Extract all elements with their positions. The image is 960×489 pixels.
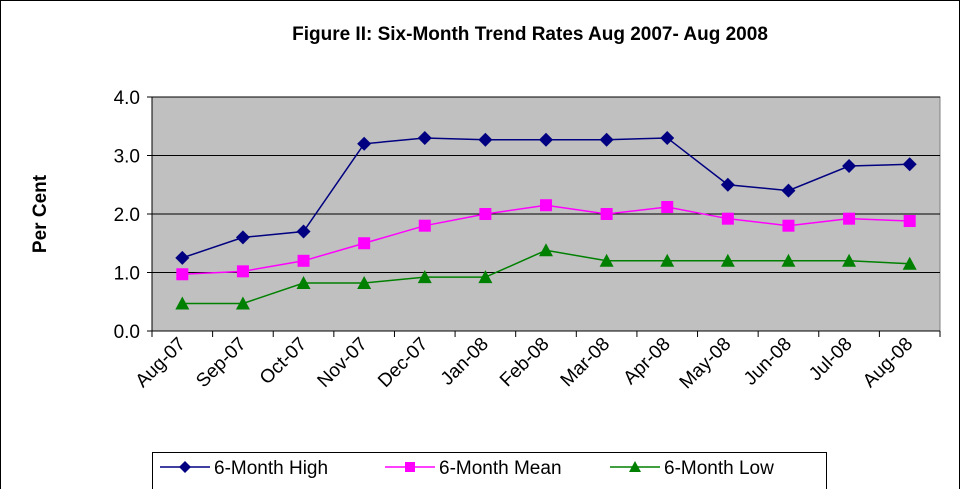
y-tick-label: 4.0	[114, 88, 140, 109]
marker	[842, 159, 857, 174]
marker	[599, 132, 614, 147]
marker	[660, 130, 675, 145]
marker	[539, 243, 553, 257]
marker	[843, 212, 856, 225]
marker	[235, 296, 250, 310]
marker	[175, 296, 190, 310]
y-tick-label: 0.0	[114, 322, 140, 343]
chart-title: Figure II: Six-Month Trend Rates Aug 200…	[292, 24, 768, 45]
marker	[297, 254, 310, 267]
marker	[540, 199, 552, 212]
marker	[720, 177, 735, 192]
marker	[721, 212, 734, 225]
marker	[418, 219, 431, 232]
marker	[903, 215, 916, 228]
y-tick-label: 3.0	[114, 147, 140, 168]
marker	[720, 253, 735, 267]
marker	[842, 253, 857, 267]
legend-box	[152, 452, 827, 489]
marker	[235, 230, 250, 245]
legend-label: 6-Month High	[214, 458, 328, 479]
marker	[417, 130, 432, 145]
marker	[175, 250, 190, 265]
marker	[478, 132, 493, 147]
marker	[781, 183, 796, 198]
marker	[539, 132, 553, 147]
marker	[902, 256, 917, 270]
marker	[661, 200, 674, 213]
marker	[600, 208, 613, 220]
series	[176, 199, 916, 281]
marker	[479, 208, 492, 220]
marker	[781, 253, 796, 267]
marker	[599, 253, 614, 267]
legend-label: 6-Month Mean	[439, 458, 562, 479]
marker	[176, 268, 189, 281]
marker	[782, 219, 795, 232]
legend-marker	[405, 462, 415, 472]
marker	[357, 276, 372, 290]
y-axis-label: Per Cent	[30, 174, 51, 253]
marker	[358, 237, 371, 250]
series	[175, 130, 917, 265]
marker	[296, 224, 311, 239]
y-tick-label: 2.0	[114, 205, 140, 226]
legend-marker	[179, 461, 191, 473]
marker	[296, 276, 311, 290]
marker	[417, 270, 432, 284]
legend-label: 6-Month Low	[664, 458, 774, 479]
y-tick-label: 1.0	[114, 264, 140, 285]
marker	[478, 270, 493, 284]
series	[175, 243, 917, 310]
marker	[357, 136, 372, 151]
legend-marker	[629, 461, 641, 472]
marker	[660, 253, 675, 267]
marker	[902, 157, 917, 172]
marker	[236, 265, 249, 278]
